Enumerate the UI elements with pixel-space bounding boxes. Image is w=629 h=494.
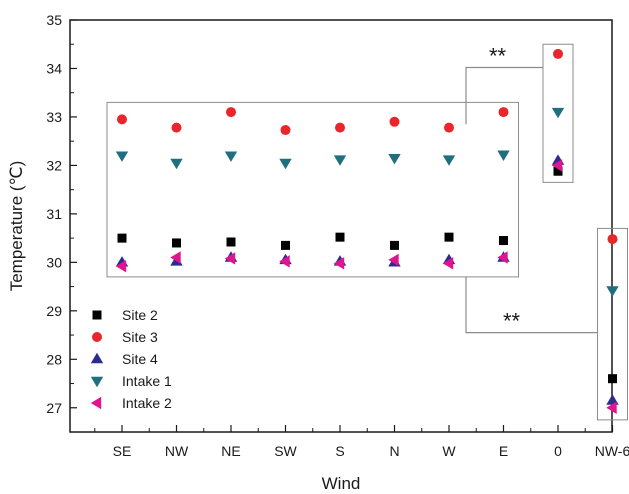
intake-2-point	[551, 159, 563, 172]
significance-brackets: ** **	[465, 44, 598, 334]
site-4-point	[606, 394, 619, 405]
site-3-point	[117, 114, 127, 125]
site-3-point	[335, 122, 345, 133]
intake-1-point	[224, 151, 238, 162]
legend-label-site-4: Site 4	[122, 351, 158, 367]
plot-frame	[69, 19, 613, 433]
site-3-point	[171, 122, 182, 133]
group-boxes	[106, 43, 628, 421]
y-axis-title: Temperature (℃)	[7, 161, 26, 292]
intake-2-point	[606, 401, 617, 414]
x-tick-label: NW-6	[595, 443, 629, 459]
x-tick-label: SE	[113, 443, 132, 459]
site-2-point	[553, 166, 563, 176]
site-2-point	[335, 232, 345, 242]
y-tick-label: 32	[46, 157, 62, 173]
intake-1-point	[497, 150, 510, 161]
legend-label-site-2: Site 2	[122, 307, 158, 323]
intake-2-point	[115, 260, 127, 273]
intake-1-point	[606, 286, 619, 297]
site-3-point	[280, 125, 291, 136]
y-tick-label: 35	[46, 12, 62, 28]
x-tick-label: W	[442, 443, 456, 459]
intake-2-point	[497, 251, 508, 264]
site-2-point	[172, 238, 181, 248]
x-tick-label: N	[389, 443, 399, 459]
x-tick-label: E	[499, 443, 508, 459]
x-tick-label: S	[335, 443, 344, 459]
legend-marker-site-3	[92, 332, 102, 342]
intake-2-point	[224, 252, 236, 265]
site-2-point	[117, 233, 127, 243]
intake-1-point	[170, 158, 183, 170]
site-2-point	[390, 240, 399, 250]
data-points	[115, 48, 619, 414]
x-tick-label: NW	[165, 443, 189, 459]
y-tick-label: 34	[46, 60, 62, 76]
y-tick-label: 28	[46, 351, 62, 367]
y-tick-label: 29	[46, 303, 62, 319]
x-tick-label: NE	[221, 443, 240, 459]
intake-1-point	[551, 107, 565, 119]
intake-2-point	[333, 257, 345, 270]
intake-2-point	[279, 255, 290, 268]
intake-1-point	[442, 155, 456, 166]
significance-label: **	[503, 309, 521, 334]
site-3-point	[498, 107, 509, 118]
site-2-point	[444, 232, 454, 242]
site-3-point	[226, 107, 236, 118]
site-2-point	[499, 236, 508, 246]
site-3-point	[553, 48, 563, 59]
x-axis-title: Wind	[322, 474, 361, 493]
site-3-point	[444, 122, 454, 133]
site-3-point	[389, 116, 400, 127]
site-2-point	[226, 237, 236, 247]
site-2-point	[608, 374, 617, 384]
legend-marker-intake-1	[90, 376, 104, 388]
bracket-bottom	[465, 276, 598, 334]
box-calm	[542, 43, 574, 183]
intake-2-point	[442, 257, 454, 270]
significance-label: **	[489, 44, 507, 69]
box-wind-directions	[106, 101, 519, 278]
intake-1-point	[115, 151, 129, 162]
legend-label-site-3: Site 3	[122, 329, 158, 345]
legend-label-intake-1: Intake 1	[122, 373, 172, 389]
x-tick-label: 0	[554, 443, 562, 459]
plot-frame-group	[69, 19, 613, 433]
intake-2-point	[388, 253, 399, 267]
box-nw6	[597, 227, 628, 421]
legend-marker-site-4	[90, 352, 104, 364]
intake-1-point	[279, 158, 292, 170]
y-tick-label: 27	[46, 400, 62, 416]
bracket-top	[465, 66, 543, 125]
legend: Site 2 Site 3 Site 4 Intake 1 Intake 2	[90, 307, 172, 411]
legend-marker-intake-2	[90, 396, 102, 410]
intake-2-point	[170, 251, 181, 264]
y-tick-label: 31	[46, 206, 62, 222]
intake-1-point	[388, 153, 401, 165]
y-tick-label: 33	[46, 109, 62, 125]
x-tick-label: SW	[274, 443, 297, 459]
y-tick-label: 30	[46, 254, 62, 270]
legend-label-intake-2: Intake 2	[122, 395, 172, 411]
site-3-point	[607, 234, 618, 245]
legend-marker-site-2	[92, 310, 102, 320]
site-2-point	[281, 240, 290, 250]
intake-1-point	[333, 155, 347, 166]
